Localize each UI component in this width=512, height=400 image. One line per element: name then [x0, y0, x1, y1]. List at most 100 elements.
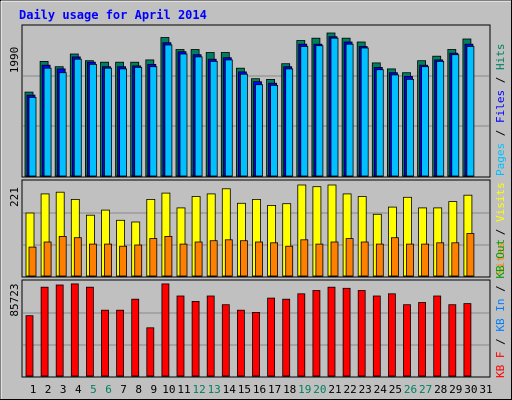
bar-pages-day-8 — [134, 67, 143, 177]
bar-pages-day-10 — [164, 44, 173, 177]
legend-sep-2: / — [494, 70, 507, 90]
x-tick-label-1: 1 — [30, 383, 37, 396]
bar-kb-f-day-2 — [40, 286, 49, 377]
bar-pages-day-2 — [43, 67, 52, 177]
bar-pages-day-25 — [390, 74, 399, 177]
chart-title: Daily usage for April 2014 — [19, 8, 207, 22]
bar-sites-day-7 — [119, 245, 127, 277]
bar-sites-day-17 — [270, 242, 279, 277]
bar-kb-f-day-3 — [55, 284, 64, 377]
hits-panel — [21, 24, 491, 178]
bar-sites-day-29 — [451, 242, 460, 277]
bar-sites-day-16 — [255, 241, 263, 277]
bar-sites-day-12 — [194, 241, 203, 277]
bar-sites-day-10 — [164, 235, 173, 277]
x-tick-label-4: 4 — [75, 383, 82, 396]
bar-pages-day-26 — [406, 79, 414, 177]
bar-pages-day-29 — [451, 54, 460, 177]
bar-kb-f-day-24 — [372, 295, 381, 377]
bar-pages-day-24 — [375, 69, 384, 177]
x-tick-label-9: 9 — [150, 383, 157, 396]
legend-files: Files — [494, 90, 507, 123]
bar-kb-f-day-25 — [387, 293, 396, 377]
bar-kb-f-day-17 — [267, 297, 276, 377]
bar-pages-day-14 — [224, 59, 233, 177]
x-tick-label-13: 13 — [208, 383, 221, 396]
bar-sites-day-25 — [390, 237, 399, 277]
legend-sep-4: / — [494, 332, 507, 352]
bar-pages-day-15 — [239, 73, 248, 177]
x-tick-label-28: 28 — [434, 383, 447, 396]
bar-kb-f-day-6 — [101, 309, 109, 377]
x-tick-labels: 1 2 3 4 5 6 7 8 9 10 11 12 13 14 15 16 17 18 19 20 21 22 23 24 2… — [30, 383, 493, 396]
bar-pages-day-27 — [421, 66, 430, 177]
bar-kb-f-day-16 — [252, 311, 260, 377]
x-tick-label-16: 16 — [253, 383, 266, 396]
x-tick-label-19: 19 — [298, 383, 311, 396]
bar-sites-day-9 — [149, 238, 158, 277]
bar-pages-day-4 — [73, 58, 82, 177]
bar-kb-f-day-14 — [221, 304, 230, 377]
bar-kb-f-day-9 — [146, 327, 155, 377]
bar-sites-day-19 — [300, 239, 309, 277]
bar-pages-day-16 — [255, 84, 263, 177]
bar-sites-day-6 — [104, 243, 112, 277]
bar-sites-day-22 — [345, 238, 354, 277]
bar-sites-day-8 — [134, 244, 143, 277]
bar-pages-day-13 — [209, 61, 218, 177]
bar-sites-day-13 — [209, 240, 218, 277]
bar-pages-day-5 — [89, 64, 97, 177]
visits-panel — [21, 179, 491, 278]
x-tick-label-8: 8 — [135, 383, 142, 396]
bar-sites-day-23 — [360, 241, 369, 277]
legend-sites: Sites — [494, 242, 507, 275]
bar-pages-day-19 — [300, 46, 309, 177]
bar-sites-day-24 — [375, 243, 384, 277]
bar-kb-f-day-28 — [433, 295, 442, 377]
x-tick-label-30: 30 — [464, 383, 477, 396]
bar-sites-day-28 — [436, 242, 445, 277]
bar-pages-day-3 — [58, 72, 67, 177]
svg-text:KB F / KB In / KB Out: KB F / KB In / KB Out — [494, 239, 507, 378]
x-tick-label-23: 23 — [359, 383, 372, 396]
x-tick-label-6: 6 — [105, 383, 112, 396]
bar-sites-day-21 — [330, 241, 339, 277]
bar-pages-day-30 — [466, 46, 475, 177]
bar-pages-day-1 — [28, 97, 37, 177]
x-tick-label-29: 29 — [449, 383, 462, 396]
legend-pages: Pages — [494, 143, 507, 176]
bar-kb-f-day-26 — [403, 304, 411, 377]
bar-pages-day-11 — [179, 53, 188, 177]
x-tick-label-17: 17 — [268, 383, 281, 396]
legend-kbout: KB Out — [494, 239, 507, 279]
bar-pages-day-18 — [285, 68, 294, 177]
x-tick-label-7: 7 — [120, 383, 127, 396]
x-tick-label-22: 22 — [343, 383, 356, 396]
x-tick-label-2: 2 — [45, 383, 52, 396]
bar-kb-f-day-15 — [236, 309, 245, 377]
bar-kb-f-day-30 — [463, 303, 472, 377]
bar-kb-f-day-1 — [25, 315, 34, 377]
bar-sites-day-2 — [43, 241, 52, 277]
bar-sites-day-11 — [179, 243, 188, 277]
x-tick-label-21: 21 — [328, 383, 341, 396]
bar-kb-f-day-22 — [342, 287, 351, 377]
x-tick-label-24: 24 — [374, 383, 388, 396]
x-tick-label-18: 18 — [283, 383, 296, 396]
bar-kb-f-day-23 — [357, 290, 366, 377]
bar-kb-f-day-10 — [161, 283, 170, 377]
bar-pages-day-9 — [149, 66, 158, 177]
x-tick-label-11: 11 — [177, 383, 190, 396]
svg-text:Sites / Visits: Sites / Visits — [494, 182, 507, 275]
bar-sites-day-26 — [406, 243, 414, 277]
bar-pages-day-6 — [104, 67, 112, 177]
bar-kb-f-day-8 — [131, 298, 140, 377]
x-tick-label-14: 14 — [223, 383, 237, 396]
legend-sep-3: / — [494, 222, 507, 242]
x-tick-label-10: 10 — [162, 383, 175, 396]
bar-pages-day-23 — [360, 47, 369, 177]
legend-kbin: KB In — [494, 299, 507, 332]
bar-kb-f-day-13 — [206, 295, 215, 377]
bar-kb-f-day-27 — [418, 302, 427, 377]
legend-hits: Hits — [494, 44, 507, 71]
